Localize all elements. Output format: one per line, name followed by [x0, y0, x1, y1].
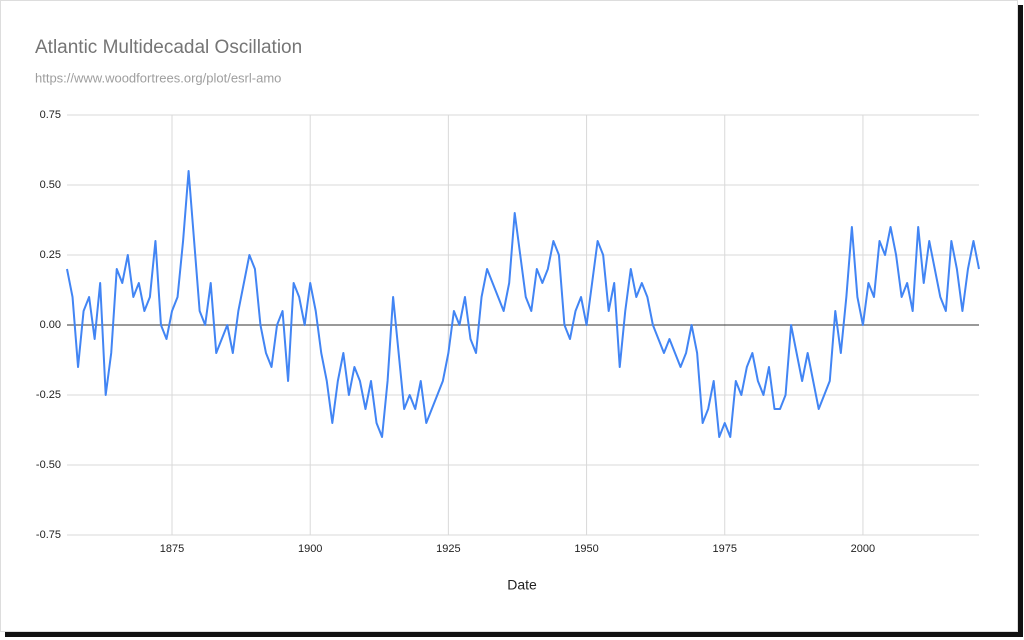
x-tick-label: 1900 [298, 543, 322, 555]
x-tick-label: 2000 [851, 543, 875, 555]
chart-subtitle: https://www.woodfortrees.org/plot/esrl-a… [35, 70, 281, 85]
y-tick-label: 0.25 [40, 249, 61, 261]
x-tick-label: 1875 [160, 543, 184, 555]
x-axis-title: Date [507, 577, 537, 593]
y-tick-label: -0.50 [36, 459, 61, 471]
y-tick-label: -0.25 [36, 389, 61, 401]
x-tick-label: 1925 [436, 543, 460, 555]
amo-line [66, 170, 980, 438]
chart-title: Atlantic Multidecadal Oscillation [35, 37, 302, 58]
y-tick-label: 0.00 [40, 319, 61, 331]
y-tick-label: 0.50 [40, 179, 61, 191]
y-tick-label: -0.75 [36, 529, 61, 541]
x-tick-label: 1975 [713, 543, 737, 555]
x-tick-label: 1950 [574, 543, 598, 555]
y-tick-label: 0.75 [40, 109, 61, 121]
